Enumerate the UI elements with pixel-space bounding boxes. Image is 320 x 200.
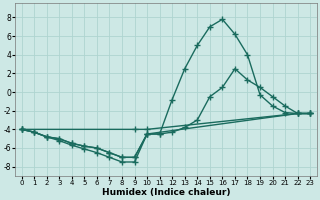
X-axis label: Humidex (Indice chaleur): Humidex (Indice chaleur) xyxy=(102,188,230,197)
